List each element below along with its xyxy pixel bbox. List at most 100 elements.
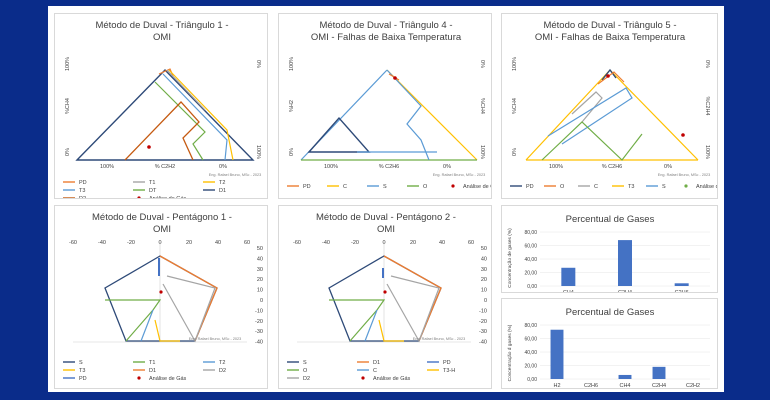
triangle5-edge-left: [525, 69, 611, 161]
pentagon2-credit: Eng. Rafael Bruno, MSc - 2023: [413, 337, 466, 341]
triangle4-legend-label-1: C: [343, 184, 347, 190]
triangle1-chart: Método de Duval - Triângulo 1 - OMI 100%…: [63, 20, 262, 199]
triangle5-legend-label-5: Análise de Gás: [696, 184, 718, 190]
pentagon2-legend-label-3: O: [303, 368, 308, 374]
triangle4-bottom-right: 0%: [443, 164, 451, 170]
triangle5-panel: Método de Duval - Triângulo 5 - OMI - Fa…: [501, 13, 718, 199]
triangle5-edge-right: [609, 69, 699, 161]
triangle4-chart: Método de Duval - Triângulo 4 - OMI - Fa…: [287, 20, 491, 190]
pentagon1-y-tick-2: 30: [257, 267, 263, 273]
pentagon1-legend-label-3: T3: [79, 368, 85, 374]
bar-chart-1-category-0: CH4: [563, 290, 574, 293]
pentagon2-y-tick-2: 30: [481, 267, 487, 273]
triangle5-legend-label-1: O: [560, 184, 565, 190]
pentagon1-title-line1: Método de Duval - Pentágono 1 -: [92, 212, 232, 223]
pentagon1-legend-label-7: Análise de Gás: [149, 376, 187, 382]
triangle5-right-bottom: 100%: [704, 145, 710, 159]
pentagon2-legend-marker-7: [361, 376, 365, 380]
pentagon1-y-tick-9: -40: [255, 340, 263, 346]
triangle5-region-S: [547, 87, 633, 145]
pentagon2-y-tick-3: 20: [481, 277, 487, 283]
pentagon1-x-tick-6: 60: [244, 240, 250, 246]
bar-chart-2-category-3: C2H4: [652, 383, 666, 389]
bar-chart-1-y-tick-1: 20,00: [524, 271, 537, 277]
bar-chart-2-category-4: C2H2: [686, 383, 700, 389]
pentagon1-legend-marker-7: [137, 376, 141, 380]
pentagon2-region-D2: [386, 275, 440, 343]
pentagon2-legend-label-0: S: [303, 360, 307, 366]
pentagon1-x-tick-2: -20: [127, 240, 135, 246]
triangle5-region-C: [571, 91, 603, 123]
triangle1-legend-label-1: T1: [149, 180, 155, 186]
pentagon2-x-tick-4: 20: [410, 240, 416, 246]
triangle1-title-line2: OMI: [153, 32, 171, 43]
bar-chart-1-panel: Percentual de Gases Concentração de gase…: [501, 205, 718, 293]
bar-chart-2-y-tick-0: 0,00: [527, 377, 537, 383]
pentagon2-legend-label-1: D1: [373, 360, 380, 366]
triangle1-region-D2: [124, 101, 200, 161]
triangle1-legend-label-6: D2: [79, 196, 86, 199]
pentagon2-y-tick-8: -30: [479, 329, 487, 335]
triangle1-right-bottom: 100%: [255, 145, 261, 159]
pentagon1-legend-label-4: D1: [149, 368, 156, 374]
pentagon1-legend-label-6: PD: [79, 376, 87, 382]
pentagon2-panel: Método de Duval - Pentágono 2 - OMI -60 -…: [278, 205, 492, 389]
pentagon1-region-D1: [159, 255, 218, 342]
bar-chart-1-y-tick-0: 0,00: [527, 284, 537, 290]
pentagon1-x-tick-5: 40: [215, 240, 221, 246]
pentagon1-region-D2: [162, 275, 216, 343]
bar-chart-1-bar-CH4: [561, 267, 576, 286]
triangle1-gas-analysis-point: [147, 145, 151, 149]
bar-chart-1-title: Percentual de Gases: [566, 214, 655, 225]
triangle5-gas-analysis-point: [681, 133, 685, 137]
triangle4-legend-label-2: S: [383, 184, 387, 190]
triangle1-left-bottom: 0%: [65, 148, 71, 156]
bar-chart-2-y-tick-2: 40,00: [524, 350, 537, 356]
pentagon1-panel: Método de Duval - Pentágono 1 - OMI -60 -…: [54, 205, 268, 389]
triangle1-panel: Método de Duval - Triângulo 1 - OMI 100%…: [54, 13, 268, 199]
triangle5-region-O: [597, 71, 625, 85]
triangle1-legend-label-3: T3: [79, 188, 85, 194]
bar-chart-2-category-1: C2H6: [584, 383, 598, 389]
pentagon2-region-C: [364, 309, 378, 342]
triangle4-title-line1: Método de Duval - Triângulo 4 -: [319, 20, 452, 31]
bar-chart-1-ylabel: Concentração de gases (%): [507, 228, 513, 288]
pentagon2-y-tick-0: 50: [481, 246, 487, 252]
pentagon1-region-T2: [140, 309, 154, 342]
triangle4-region-S: [386, 69, 430, 161]
pentagon2-legend-label-6: D2: [303, 376, 310, 382]
bar-chart-1: Percentual de Gases Concentração de gase…: [507, 214, 710, 293]
triangle5-bottom-left: 100%: [549, 164, 563, 170]
pentagon1-legend-label-5: D2: [219, 368, 226, 374]
triangle1-legend: PD T1 T2 T3 DT D1 D2 Análise de Gás: [63, 180, 226, 199]
pentagon1-y-tick-4: 10: [257, 288, 263, 294]
pentagon2-y-tick-9: -40: [479, 340, 487, 346]
triangle1-credit: Eng. Rafael Bruno, MSc - 2023: [209, 173, 262, 177]
bar-chart-2-category-2: CH4: [619, 383, 630, 389]
triangle1-frame-D1: [75, 68, 255, 161]
triangle5-title-line1: Método de Duval - Triângulo 5 -: [543, 20, 676, 31]
triangle5-legend-label-4: S: [662, 184, 666, 190]
triangle1-legend-label-0: PD: [79, 180, 87, 186]
triangle4-bottom-label: % C2H6: [379, 164, 399, 170]
triangle5-bottom-right: 0%: [664, 164, 672, 170]
pentagon2-x-tick-0: -60: [293, 240, 301, 246]
triangle1-bottom-label: % C2H2: [155, 164, 175, 170]
triangle1-legend-label-5: D1: [219, 188, 226, 194]
triangle5-left-label: %CH4: [512, 98, 518, 114]
triangle4-right-label: %CH4: [479, 98, 485, 114]
pentagon1-title-line2: OMI: [153, 224, 171, 235]
bar-chart-1-bar-C2H6: [674, 283, 689, 286]
triangle4-left-bottom: 0%: [289, 148, 295, 156]
triangle1-title-line1: Método de Duval - Triângulo 1 -: [95, 20, 228, 31]
triangle4-left-label: %H2: [289, 100, 295, 112]
pentagon1-region-T3: [154, 319, 180, 342]
pentagon1-y-tick-7: -20: [255, 319, 263, 325]
pentagon1-x-tick-4: 20: [186, 240, 192, 246]
triangle4-legend-marker-4: [451, 184, 455, 188]
triangle1-left-label: %CH4: [65, 98, 71, 114]
triangle5-legend-marker-5: [684, 184, 688, 188]
pentagon1-ticks: -60-40-20020406050403020100-10-20-30-40: [69, 240, 263, 346]
bar-chart-2-panel: Percentual de Gases Concentração d gases…: [501, 298, 718, 389]
triangle5-right-label: %C2H4: [704, 97, 710, 116]
